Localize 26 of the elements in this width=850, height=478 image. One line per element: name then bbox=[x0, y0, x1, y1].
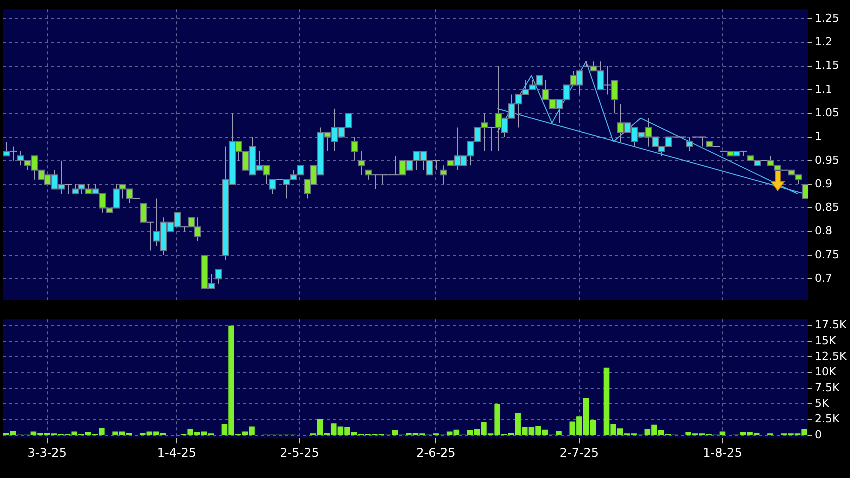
y-tick-label: 1.1 bbox=[815, 82, 832, 96]
y-tick-label: 17.5K bbox=[815, 318, 848, 332]
y-tick-label: 7.5K bbox=[815, 381, 840, 394]
x-tick-label: 1-4-25 bbox=[157, 446, 197, 460]
x-tick-label: 3-3-25 bbox=[28, 446, 67, 460]
y-tick-label: 1.2 bbox=[815, 36, 832, 49]
y-tick-label: 1.25 bbox=[815, 12, 840, 25]
y-tick-label: 1.05 bbox=[815, 106, 840, 120]
y-tick-label: 0.9 bbox=[815, 177, 832, 190]
x-tick-label: 1-8-25 bbox=[703, 446, 742, 460]
y-tick-label: 1 bbox=[815, 130, 822, 144]
x-tick-label: 2-7-25 bbox=[560, 446, 600, 460]
x-tick-label: 2-5-25 bbox=[280, 446, 320, 460]
y-tick-label: 10K bbox=[815, 366, 837, 379]
y-tick-label: 5K bbox=[815, 397, 830, 410]
y-tick-label: 12.5K bbox=[815, 350, 848, 364]
y-tick-label: 2.5K bbox=[815, 412, 840, 426]
y-tick-label: 0.7 bbox=[815, 272, 832, 285]
y-tick-label: 0 bbox=[815, 428, 822, 442]
y-tick-label: 0.85 bbox=[815, 201, 840, 214]
y-tick-label: 15K bbox=[815, 334, 837, 348]
y-tick-label: 0.75 bbox=[815, 248, 840, 262]
y-tick-label: 1.15 bbox=[815, 59, 840, 72]
y-tick-label: 0.95 bbox=[815, 154, 840, 167]
y-tick-label: 0.8 bbox=[815, 224, 832, 238]
x-tick-label: 2-6-25 bbox=[416, 446, 456, 460]
